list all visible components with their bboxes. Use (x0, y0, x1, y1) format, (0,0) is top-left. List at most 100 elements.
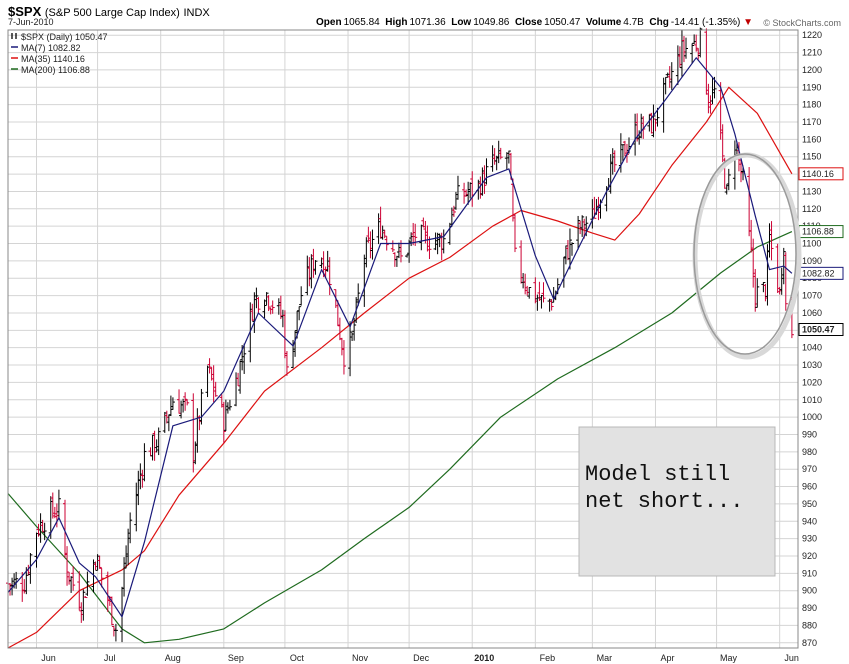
y-tick-label: 930 (802, 534, 817, 544)
close-value: 1050.47 (544, 17, 581, 28)
last-value-tag: 1050.47 (798, 323, 844, 337)
ohlc-bar (209, 367, 214, 381)
ohlc-bar (97, 555, 102, 569)
y-axis: 870 880 890 900 910 920 930 940 950 960 970 980 990 1… (802, 30, 822, 648)
ma7-path (7, 57, 793, 618)
ohlc-bar (692, 34, 697, 45)
ohlc-bar (437, 233, 442, 248)
ohlc-bar (504, 152, 509, 170)
x-tick-label: May (720, 653, 738, 663)
ohlc-bar (276, 298, 281, 315)
x-tick-label: 2010 (474, 653, 494, 663)
open-label: Open (316, 17, 342, 28)
ohlc-bar (706, 83, 711, 114)
ohlc-bar (451, 205, 456, 217)
y-tick-label: 1170 (802, 117, 821, 127)
ohlc-bar (142, 443, 147, 482)
ohlc-bar (765, 244, 770, 306)
ohlc-bar (690, 43, 695, 64)
ohlc-bar (28, 552, 33, 584)
ohlc-bar (65, 546, 70, 586)
y-tick-label: 1020 (802, 377, 822, 387)
y-tick-label: 990 (802, 429, 817, 439)
y-tick-label: 960 (802, 482, 817, 492)
y-tick-label: 880 (802, 620, 817, 630)
chart-title: $SPX (S&P 500 Large Cap Index) INDX (8, 4, 210, 19)
ohlc-bar (134, 482, 139, 532)
annotation-line-2: net short... (585, 489, 743, 514)
ohlc-bar (337, 317, 342, 341)
ohlc-bar (126, 528, 131, 566)
ohlc-bar (211, 365, 216, 403)
ohlc-bar (50, 492, 55, 519)
tag-label: 1082.82 (802, 268, 835, 278)
ohlc-bar (751, 238, 756, 288)
plot-frame (7, 29, 799, 649)
x-tick-label: Jun (41, 653, 56, 663)
ohlc-bar (549, 299, 554, 311)
ohlc-bar (576, 215, 581, 250)
ohlc-bar (156, 427, 161, 456)
ohlc-bar (512, 214, 517, 253)
ohlc-bar (177, 389, 182, 414)
ohlc-bar (352, 317, 357, 341)
ohlc-bar (453, 191, 458, 210)
ohlc-bar (382, 229, 387, 239)
ohlc-bar (14, 571, 19, 589)
ohlc-bar (81, 589, 86, 621)
ohlc-bar (56, 489, 61, 520)
ohlc-bar (205, 365, 210, 398)
ohlc-bar (427, 236, 432, 260)
ohlc-bar (633, 113, 638, 156)
volume-value: 4.7B (623, 17, 644, 28)
ohlc-bar (99, 567, 104, 588)
ohlc-bar (653, 118, 658, 132)
y-tick-label: 1150 (802, 152, 821, 162)
ohlc-bar (777, 287, 782, 295)
tag-label: 1106.88 (802, 227, 834, 237)
symbol-description: (S&P 500 Large Cap Index) (44, 7, 180, 19)
ohlc-bar (207, 358, 212, 374)
ohlc-bar (264, 292, 269, 306)
ohlc-bar (242, 343, 247, 374)
annotation-box: Model still net short... (578, 426, 776, 577)
ohlc-bar (185, 399, 190, 406)
ohlc-bar (83, 596, 88, 599)
ohlc-bar (378, 206, 383, 239)
ohlc-bar (270, 300, 275, 314)
x-tick-label: Jun (784, 653, 799, 663)
ohlc-bar (441, 229, 446, 254)
high-value: 1071.36 (409, 17, 446, 28)
ohlc-bar (694, 34, 699, 52)
y-tick-label: 1180 (802, 100, 821, 110)
x-tick-label: Sep (228, 653, 244, 663)
high-label: High (385, 17, 408, 28)
close-label: Close (514, 17, 543, 28)
y-tick-label: 1040 (802, 343, 822, 353)
ohlc-bar (280, 309, 285, 328)
y-tick-label: 1100 (802, 239, 821, 249)
legend-item: MA(200) 1106.88 (11, 65, 90, 75)
ohlc-bar (527, 286, 532, 299)
y-tick-label: 1000 (802, 412, 822, 422)
y-tick-label: 870 (802, 638, 817, 648)
ohlc-bar (67, 571, 72, 585)
ohlc-bar (136, 470, 141, 506)
ohlc-bar (561, 256, 566, 288)
low-value: 1049.86 (473, 17, 510, 28)
ohlc-bar (368, 231, 373, 259)
ohlc-bar (42, 522, 47, 541)
low-label: Low (451, 17, 472, 28)
ohlc-bar (170, 397, 175, 410)
ohlc-bar (455, 175, 460, 200)
ohlc-bar (462, 182, 467, 204)
ohlc-bar (720, 124, 725, 163)
legend-item: $SPX (Daily) 1050.47 (11, 32, 108, 42)
ohlc-bar (150, 434, 155, 461)
ohlc-bar (667, 66, 672, 88)
ohlc-bar (339, 337, 344, 356)
ohlc-bar (433, 232, 438, 251)
ohlc-bar (195, 408, 200, 453)
